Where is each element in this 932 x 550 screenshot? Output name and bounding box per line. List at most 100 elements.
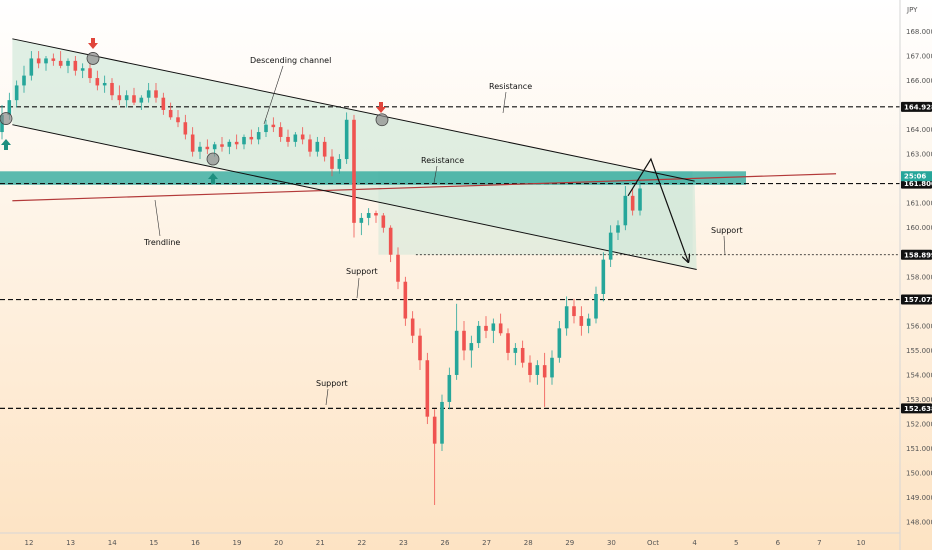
label-resistance-mid: Resistance bbox=[421, 156, 464, 165]
candle bbox=[58, 51, 63, 69]
candle bbox=[462, 320, 466, 361]
candle bbox=[557, 320, 562, 363]
candle bbox=[528, 355, 532, 383]
annotation-pointer bbox=[723, 235, 726, 256]
candle bbox=[249, 129, 254, 145]
candle-body bbox=[359, 217, 364, 223]
arrow-head bbox=[1, 139, 11, 145]
price-level-badge bbox=[901, 249, 932, 260]
candle-body bbox=[623, 195, 628, 226]
candle-body bbox=[396, 254, 400, 282]
candle-body bbox=[388, 227, 393, 255]
y-tick-label: 167.000 bbox=[906, 52, 932, 60]
candle-body bbox=[36, 58, 41, 64]
y-tick-label: 151.000 bbox=[906, 445, 932, 453]
x-tick-label: 20 bbox=[274, 539, 283, 547]
candle bbox=[623, 186, 628, 231]
candle bbox=[14, 80, 19, 108]
candle bbox=[117, 85, 122, 106]
candle bbox=[542, 352, 547, 407]
candle bbox=[498, 313, 503, 336]
x-tick-label: 28 bbox=[524, 539, 533, 547]
label-support-low: Support bbox=[316, 379, 348, 388]
candle bbox=[139, 95, 144, 110]
candle bbox=[476, 320, 481, 348]
candle-body bbox=[469, 343, 474, 351]
candle bbox=[242, 134, 246, 150]
candle bbox=[132, 87, 136, 106]
candle bbox=[535, 360, 540, 385]
candle-body bbox=[102, 82, 107, 86]
candle-body bbox=[513, 347, 518, 353]
x-tick-label: 4 bbox=[692, 539, 697, 547]
arrow-shaft bbox=[4, 144, 8, 150]
price-level-badge bbox=[901, 101, 932, 112]
candle-body bbox=[73, 60, 78, 71]
candle-body bbox=[550, 357, 554, 378]
candle-body bbox=[462, 330, 466, 351]
candle-body bbox=[124, 95, 129, 101]
candle bbox=[440, 394, 444, 452]
y-tick-label: 155.000 bbox=[906, 347, 932, 355]
candle-body bbox=[564, 306, 569, 329]
current-price-badge-label: 25:06 bbox=[904, 173, 926, 181]
y-tick-label: 148.000 bbox=[906, 519, 932, 527]
arrow-shaft bbox=[211, 178, 215, 184]
candle bbox=[161, 92, 166, 115]
candle-body bbox=[117, 95, 122, 101]
sell-signal-arrow-icon bbox=[88, 38, 98, 49]
candle bbox=[36, 51, 41, 69]
candle-body bbox=[601, 259, 606, 294]
candle-body bbox=[447, 374, 452, 402]
candle bbox=[315, 136, 320, 157]
candle-body bbox=[352, 119, 356, 223]
candle bbox=[22, 65, 26, 93]
candle bbox=[66, 58, 70, 74]
candle bbox=[176, 109, 180, 128]
candle-body bbox=[440, 401, 444, 444]
x-tick-label: Oct bbox=[647, 539, 659, 547]
candle-body bbox=[638, 188, 642, 211]
x-tick-label: 6 bbox=[776, 539, 781, 547]
candle-body bbox=[535, 365, 540, 375]
candle-body bbox=[330, 156, 334, 169]
price-level-badge-label: 164.928 bbox=[904, 103, 932, 111]
candle-body bbox=[234, 141, 239, 145]
buy-signal-arrow-icon bbox=[208, 173, 218, 184]
candle-body bbox=[520, 347, 525, 363]
candle-body bbox=[249, 136, 254, 140]
touch-point-circle bbox=[375, 113, 389, 127]
y-tick-label: 149.000 bbox=[906, 494, 932, 502]
candle bbox=[271, 117, 276, 133]
candle-body bbox=[300, 134, 305, 140]
candle bbox=[44, 55, 48, 71]
candle bbox=[190, 127, 195, 157]
candle-body bbox=[88, 68, 92, 79]
candle-body bbox=[432, 416, 437, 444]
candle bbox=[359, 213, 364, 236]
candle-body bbox=[454, 330, 459, 375]
candle bbox=[198, 141, 202, 160]
candle-body bbox=[146, 90, 151, 98]
candle bbox=[469, 335, 474, 368]
y-tick-label: 164.000 bbox=[906, 126, 932, 134]
candle bbox=[146, 82, 151, 103]
candle-body bbox=[344, 119, 349, 160]
candle-body bbox=[176, 117, 180, 123]
candle-body bbox=[264, 124, 268, 133]
arrow-shaft bbox=[379, 102, 383, 108]
candle bbox=[227, 139, 232, 155]
x-tick-label: 7 bbox=[817, 539, 821, 547]
candle bbox=[572, 298, 576, 324]
candle-body bbox=[278, 127, 283, 137]
touch-point-circle bbox=[206, 152, 220, 166]
candle bbox=[638, 181, 642, 216]
price-level-badge bbox=[901, 403, 932, 414]
sell-signal-arrow-icon bbox=[376, 102, 386, 113]
price-level-badge-label: 152.638 bbox=[904, 405, 932, 413]
buy-signal-arrow-icon bbox=[1, 139, 11, 150]
y-tick-label: 163.000 bbox=[906, 151, 932, 159]
candle-body bbox=[22, 75, 26, 86]
candle bbox=[102, 75, 107, 93]
x-tick-label: 14 bbox=[108, 539, 117, 547]
